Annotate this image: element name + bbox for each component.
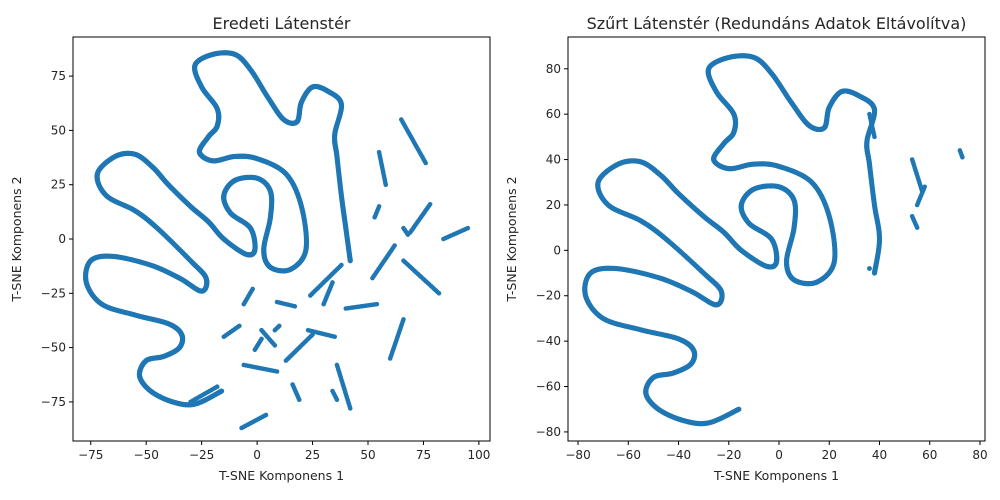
- scatter-point: [423, 160, 428, 166]
- x-tick-label: 40: [872, 448, 887, 462]
- x-tick-label: 75: [416, 448, 431, 462]
- scatter-point: [334, 397, 340, 403]
- scatter-point: [374, 301, 380, 307]
- scatter-point: [871, 270, 878, 276]
- scatter-point: [310, 332, 315, 337]
- chart-panel-2: Szűrt Látenstér (Redundáns Adatok Eltávo…: [504, 14, 988, 483]
- y-tick-label: 60: [546, 107, 561, 121]
- x-tick-label: 50: [360, 448, 375, 462]
- x-tick-label: −40: [666, 448, 691, 462]
- scatter-point: [274, 369, 280, 374]
- y-tick-label: −75: [41, 395, 66, 409]
- y-tick-label: 50: [51, 123, 66, 137]
- chart-panel-1: Eredeti Látenstér −75 −50 −25 0 25 50 75 100 −75 −…: [9, 14, 491, 483]
- y-tick-label: 75: [51, 69, 66, 83]
- scatter-point: [272, 343, 278, 348]
- y-tick-label: 40: [546, 153, 561, 167]
- x-tick-label: 60: [922, 448, 937, 462]
- y-tick-label: 25: [51, 178, 66, 192]
- x-tick-label: 80: [972, 448, 987, 462]
- y-tick-label: −50: [41, 341, 66, 355]
- scatter-point: [276, 323, 282, 329]
- scatter-point: [292, 304, 298, 309]
- scatter-point: [960, 154, 965, 160]
- x-tick-label: −60: [616, 448, 641, 462]
- scatter-point: [427, 201, 433, 207]
- scatter-series: [83, 50, 471, 431]
- scatter-point: [867, 266, 872, 271]
- y-tick-label: 0: [58, 232, 66, 246]
- x-tick-label: 25: [305, 448, 320, 462]
- scatter-point: [872, 134, 877, 140]
- plot-frame: [567, 36, 986, 442]
- y-tick-label: 80: [546, 62, 561, 76]
- y-axis-label: T-SNE Komponens 2: [9, 176, 24, 302]
- scatter-point: [914, 202, 920, 208]
- scatter-point: [188, 399, 193, 405]
- x-tick-label: 0: [253, 448, 261, 462]
- scatter-point: [347, 406, 353, 411]
- x-axis-label: T-SNE Komponens 1: [713, 468, 839, 483]
- x-tick-label: −80: [565, 448, 590, 462]
- scatter-point: [237, 323, 242, 329]
- y-tick-label: −80: [536, 425, 561, 439]
- scatter-point: [332, 334, 338, 340]
- x-tick-label: 20: [822, 448, 837, 462]
- y-tick-label: −20: [536, 289, 561, 303]
- x-tick-label: −20: [716, 448, 741, 462]
- x-tick-label: −25: [189, 448, 214, 462]
- scatter-point: [250, 286, 255, 292]
- x-tick-label: 100: [467, 448, 490, 462]
- x-tick-label: 0: [775, 448, 783, 462]
- chart-title: Eredeti Látenstér: [213, 14, 351, 33]
- scatter-point: [296, 397, 302, 403]
- x-tick-label: −75: [78, 448, 103, 462]
- scatter-point: [401, 317, 406, 322]
- y-tick-label: 0: [553, 243, 561, 257]
- y-tick-label: 20: [546, 198, 561, 212]
- scatter-point: [339, 262, 344, 268]
- scatter-point: [372, 214, 377, 220]
- scatter-point: [330, 280, 335, 285]
- scatter-point: [914, 225, 920, 230]
- scatter-point: [436, 291, 442, 296]
- scatter-point: [370, 275, 375, 281]
- chart-title: Szűrt Látenstér (Redundáns Adatok Eltávo…: [587, 14, 967, 33]
- x-axis-label: T-SNE Komponens 1: [218, 468, 344, 483]
- plot-frame: [72, 36, 491, 442]
- scatter-point: [465, 225, 471, 231]
- scatter-point: [263, 412, 269, 418]
- y-tick-label: −25: [41, 286, 66, 300]
- scatter-point: [259, 336, 264, 342]
- y-tick-label: −40: [536, 334, 561, 348]
- scatter-point: [383, 182, 389, 187]
- scatter-series: [582, 53, 965, 427]
- scatter-point: [347, 258, 353, 264]
- x-tick-label: −50: [134, 448, 159, 462]
- y-axis-label: T-SNE Komponens 2: [504, 176, 519, 302]
- y-tick-label: −60: [536, 380, 561, 394]
